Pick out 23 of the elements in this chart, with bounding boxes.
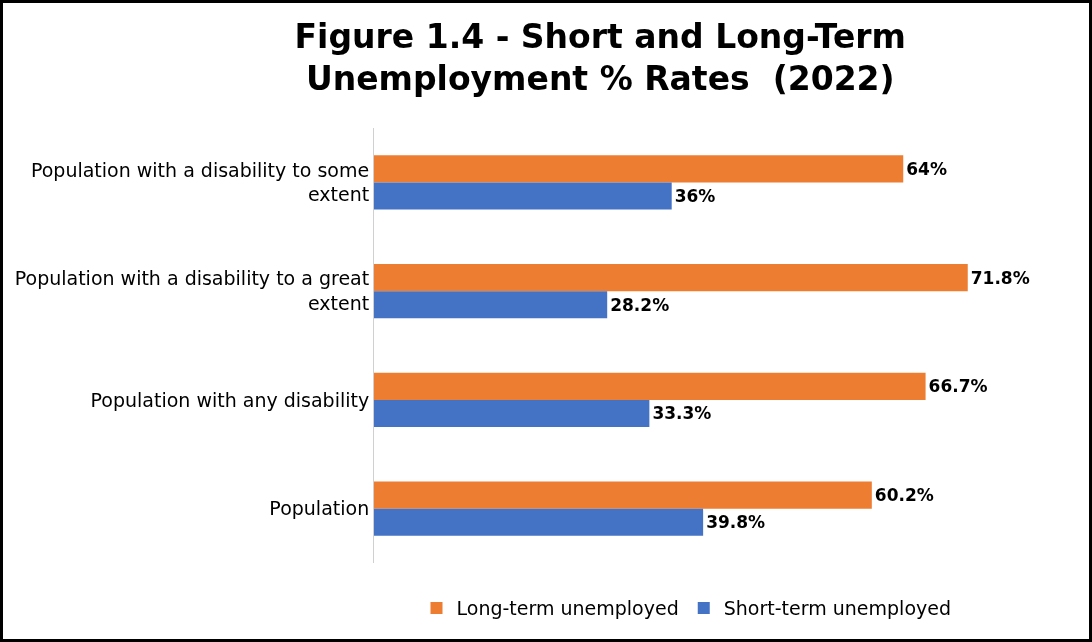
bar bbox=[374, 263, 968, 292]
chart-title: Figure 1.4 - Short and Long-Term Unemployment % Rates (2022) bbox=[294, 16, 907, 99]
data-label: 71.8% bbox=[970, 267, 1030, 288]
bar bbox=[374, 399, 650, 428]
y-tick-label: Population with a disability to some extent bbox=[30, 158, 370, 206]
legend-label: Short-term unemployed bbox=[723, 597, 951, 620]
y-tick-label: Population with a disability to a great extent bbox=[14, 267, 370, 315]
legend-label: Long-term unemployed bbox=[456, 597, 679, 620]
bar bbox=[374, 508, 704, 536]
bar bbox=[374, 291, 608, 319]
data-label: 28.2% bbox=[610, 294, 670, 315]
bar bbox=[374, 372, 926, 400]
data-label: 33.3% bbox=[652, 403, 712, 424]
y-tick-label: Population with any disability bbox=[90, 388, 370, 411]
data-label: 66.7% bbox=[928, 376, 988, 397]
data-label: 60.2% bbox=[874, 485, 934, 506]
data-label: 39.8% bbox=[706, 512, 766, 533]
data-label: 36% bbox=[674, 185, 716, 206]
data-label: 64% bbox=[906, 158, 947, 179]
bar bbox=[374, 182, 672, 210]
y-tick-label: Population bbox=[269, 497, 370, 520]
bar bbox=[374, 155, 904, 183]
bar bbox=[374, 481, 872, 509]
